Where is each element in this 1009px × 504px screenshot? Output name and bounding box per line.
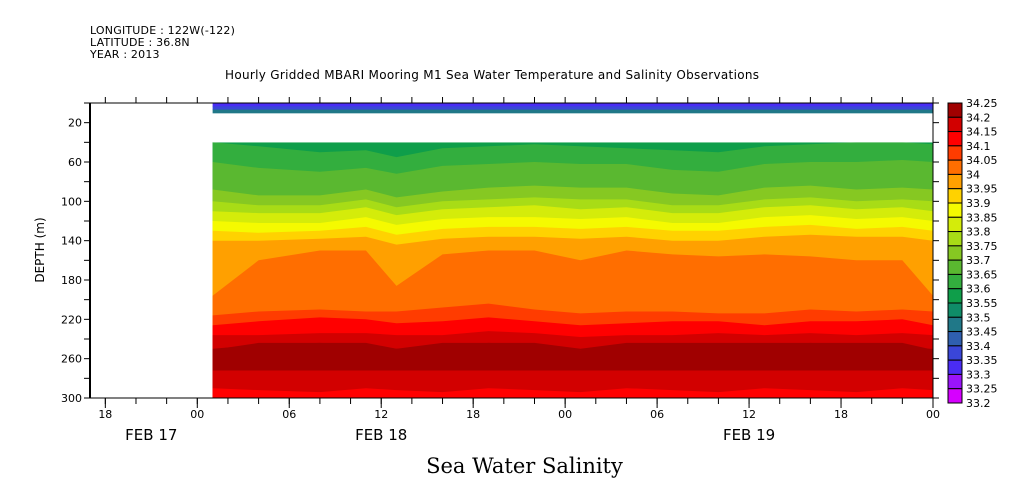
colorbar-label: 33.9: [966, 197, 991, 210]
colorbar-swatch: [947, 316, 963, 333]
x-date-label: FEB 17: [125, 426, 177, 444]
x-tick-label: 18: [98, 408, 112, 421]
colorbar-label: 33.35: [966, 354, 998, 367]
colorbar-label: 34: [966, 168, 980, 181]
colorbar-label: 33.25: [966, 383, 998, 396]
colorbar-label: 34.05: [966, 154, 998, 167]
variable-title: Sea Water Salinity: [426, 454, 623, 478]
longitude-label: LONGITUDE : 122W(-122): [90, 24, 236, 37]
colorbar-label: 33.3: [966, 368, 991, 381]
colorbar-label: 33.75: [966, 240, 998, 253]
colorbar-swatch: [947, 216, 963, 233]
colorbar-swatch: [947, 102, 963, 118]
colorbar-swatch: [947, 302, 963, 318]
colorbar-swatch: [947, 188, 963, 204]
surface-band-1: [212, 106, 933, 111]
y-tick-label: 260: [61, 353, 82, 366]
x-tick-label: 12: [742, 408, 756, 421]
colorbar-label: 33.85: [966, 211, 998, 224]
colorbar-swatch: [947, 388, 963, 404]
colorbar-label: 33.55: [966, 297, 998, 310]
colorbar-swatch: [947, 259, 963, 275]
colorbar-swatch: [947, 273, 963, 290]
colorbar-label: 33.4: [966, 340, 991, 353]
colorbar-label: 34.25: [966, 97, 998, 110]
year-label: YEAR : 2013: [90, 48, 160, 61]
colorbar-swatch: [947, 345, 963, 361]
x-tick-label: 06: [650, 408, 664, 421]
colorbar-swatch: [947, 331, 963, 347]
y-tick-label: 300: [61, 392, 82, 405]
colorbar-swatch: [947, 116, 963, 133]
x-tick-label: 12: [374, 408, 388, 421]
colorbar-label: 34.2: [966, 111, 991, 124]
y-tick-label: 20: [68, 117, 82, 130]
y-tick-label: 220: [61, 313, 82, 326]
x-tick-label: 00: [190, 408, 204, 421]
x-tick-label: 06: [282, 408, 296, 421]
colorbar-label: 33.65: [966, 268, 998, 281]
colorbar-label: 34.15: [966, 126, 998, 139]
colorbar-label: 33.6: [966, 283, 991, 296]
colorbar-swatch: [947, 173, 963, 190]
colorbar-swatch: [947, 202, 963, 218]
y-tick-label: 100: [61, 195, 82, 208]
surface-band-2: [212, 109, 933, 114]
colorbar-label: 33.5: [966, 311, 991, 324]
colorbar-label: 33.95: [966, 183, 998, 196]
colorbar-swatch: [947, 145, 963, 161]
contour-band-deep-34.1: [212, 388, 933, 398]
y-tick-label: 60: [68, 156, 82, 169]
colorbar-swatch: [947, 131, 963, 147]
y-tick-label: 140: [61, 235, 82, 248]
x-tick-label: 18: [834, 408, 848, 421]
chart-title: Hourly Gridded MBARI Mooring M1 Sea Wate…: [225, 68, 760, 82]
x-tick-label: 18: [466, 408, 480, 421]
colorbar-swatch: [947, 359, 963, 375]
latitude-label: LATITUDE : 36.8N: [90, 36, 190, 49]
colorbar-label: 33.45: [966, 326, 998, 339]
colorbar-label: 33.7: [966, 254, 991, 267]
x-tick-label: 00: [926, 408, 940, 421]
colorbar-swatch: [947, 373, 963, 390]
y-axis-label: DEPTH (m): [33, 217, 47, 282]
x-date-label: FEB 19: [723, 426, 775, 444]
y-tick-label: 180: [61, 274, 82, 287]
missing-data-band: [212, 112, 933, 143]
colorbar-swatch: [947, 231, 963, 247]
colorbar-swatch: [947, 245, 963, 261]
colorbar-label: 34.1: [966, 140, 991, 153]
x-tick-label: 00: [558, 408, 572, 421]
colorbar-swatch: [947, 288, 963, 304]
contour-fill-layer: [212, 103, 933, 398]
colorbar-swatch: [947, 159, 963, 175]
colorbar-label: 33.2: [966, 397, 991, 410]
colorbar-label: 33.8: [966, 226, 991, 239]
contour-band-34.25-core: [212, 342, 933, 357]
x-date-label: FEB 18: [355, 426, 407, 444]
axes-layer: 20 60 100 140 180 220 260 300 18 00 06 12 18 00 06 12 18…: [61, 97, 940, 444]
surface-band-0: [212, 103, 933, 107]
